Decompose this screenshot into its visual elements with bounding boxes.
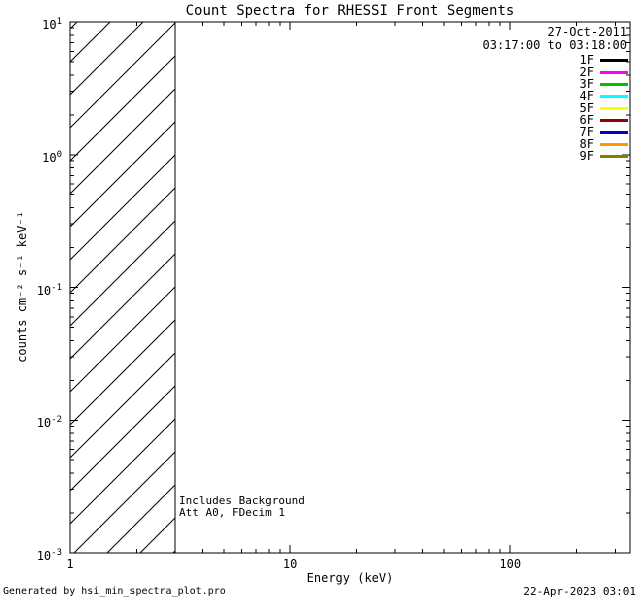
legend-item: 1F <box>579 53 628 67</box>
x-tick-label: 10 <box>282 557 298 571</box>
y-tick-label: 10-2 <box>36 415 62 431</box>
legend-label: 9F <box>579 149 594 163</box>
footer-generated-timestamp: 22-Apr-2023 03:01 <box>523 585 636 598</box>
x-axis-label: Energy (keV) <box>306 571 394 585</box>
legend-label: 2F <box>579 65 594 79</box>
legend-label: 3F <box>579 77 594 91</box>
legend-color-line <box>600 94 628 98</box>
legend-item: 4F <box>579 89 628 103</box>
annotation-includes-background: Includes Background <box>179 494 305 507</box>
legend-item: 2F <box>579 65 628 79</box>
legend-item: 6F <box>579 113 628 127</box>
annotation-attenuator-state: Att A0, FDecim 1 <box>179 505 285 519</box>
y-tick-label: 10-3 <box>36 548 62 563</box>
legend-color-line <box>600 154 628 158</box>
y-tick-label: 100 <box>42 149 62 165</box>
legend-color-line <box>600 142 628 146</box>
legend-label: 4F <box>579 89 594 103</box>
legend-color-line <box>600 70 628 74</box>
legend-color-line <box>600 106 628 110</box>
legend-item: 3F <box>579 77 628 91</box>
legend-item: 8F <box>579 137 628 151</box>
legend-color-line <box>600 130 628 134</box>
x-tick-label: 100 <box>499 557 522 571</box>
legend-item: 9F <box>579 149 628 163</box>
legend-item: 5F <box>579 101 628 115</box>
legend-label: 6F <box>579 113 594 127</box>
footer-generator-note: Generated by hsi_min_spectra_plot.pro <box>3 586 226 597</box>
legend-color-line <box>600 58 628 62</box>
x-tick-label: 1 <box>66 557 74 571</box>
observation-time-range: 03:17:00 to 03:18:00 <box>482 38 628 52</box>
legend-label: 7F <box>579 125 594 139</box>
legend-label: 5F <box>579 101 594 115</box>
y-tick-label: 10-1 <box>36 282 62 298</box>
legend-label: 8F <box>579 137 594 151</box>
legend-color-line <box>600 118 628 122</box>
observation-header: 27-Oct-2011 03:17:00 to 03:18:00 <box>483 26 628 52</box>
observation-date: 27-Oct-2011 <box>547 25 627 39</box>
chart-title: Count Spectra for RHESSI Front Segments <box>185 3 515 19</box>
y-tick-label: 101 <box>42 17 62 32</box>
plot-annotations: Includes Background Att A0, FDecim 1 <box>179 495 305 518</box>
legend: 1F 2F 3F 4F 5F 6F 7F 8F 9F <box>579 53 628 163</box>
legend-item: 7F <box>579 125 628 139</box>
legend-color-line <box>600 82 628 86</box>
legend-label: 1F <box>579 53 594 67</box>
